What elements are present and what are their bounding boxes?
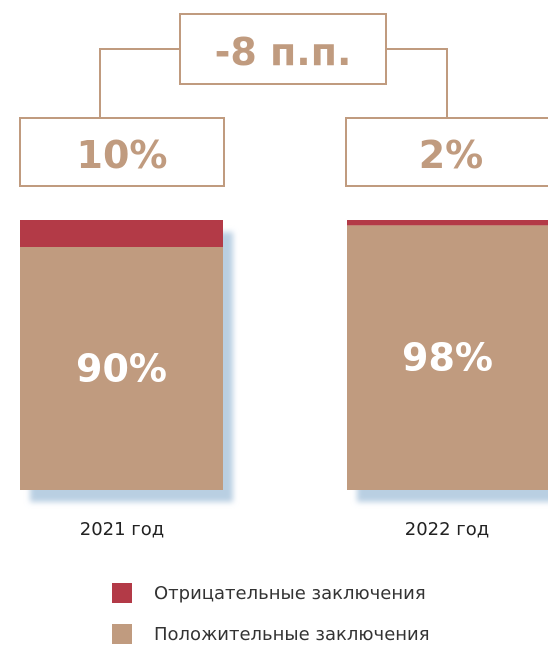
category-label-2022: 2022 год [405,519,489,540]
value-box-2022 [345,117,548,187]
bar-label-positive-1: 98% [402,336,493,380]
bars: 90% 98% [20,220,548,502]
legend-label-negative: Отрицательные заключения [154,583,426,604]
bar-segment-negative-1 [347,220,548,226]
connector-right [386,48,448,118]
bar-segment-positive-0 [20,247,223,490]
value-box-2021 [19,117,225,187]
bar-label-positive-0: 90% [76,347,167,391]
change-box [179,13,387,85]
category-label-2021: 2021 год [80,519,164,540]
connector-left [99,48,180,118]
bar-segment-positive-1 [347,225,548,490]
bar-segment-negative-0 [20,220,223,247]
value-box-2022-label: 2% [419,133,484,177]
legend-swatch-negative [112,583,132,603]
change-label: -8 п.п. [215,30,352,74]
legend-label-positive: Положительные заключения [154,624,430,645]
value-box-2021-label: 10% [77,133,168,177]
legend-swatch-positive [112,624,132,644]
